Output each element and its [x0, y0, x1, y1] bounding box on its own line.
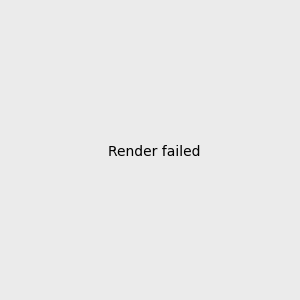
- Text: Render failed: Render failed: [107, 145, 200, 158]
